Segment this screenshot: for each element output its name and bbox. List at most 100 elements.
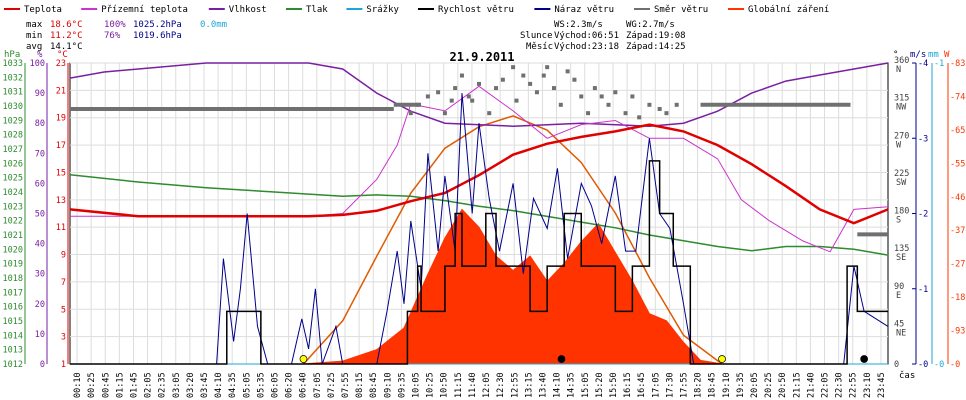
x-tick-label: 12:05: [482, 372, 492, 398]
stats-min-label: min: [26, 31, 42, 41]
direction-tick-dir: SE: [896, 253, 906, 263]
legend-label: Rychlost větru: [438, 5, 514, 15]
direction-tick: 180: [894, 207, 909, 217]
pressure-tick: 1015: [3, 317, 23, 327]
humidity-tick: 0: [40, 360, 45, 370]
x-tick-label: 13:15: [524, 372, 534, 398]
x-tick-label: 06:20: [285, 372, 295, 398]
wind-direction-point: [674, 102, 679, 107]
x-tick-label: 21:40: [806, 372, 816, 398]
x-tick-label: 23:10: [863, 372, 873, 398]
stats-min-temp: 11.2°C: [50, 31, 83, 41]
x-tick-label: 14:10: [553, 372, 563, 398]
x-tick-label: 11:40: [468, 372, 478, 398]
wind-direction-point: [408, 111, 413, 116]
series-rychlost-vetru: [70, 160, 888, 365]
direction-tick-dir: W: [896, 140, 902, 150]
humidity-tick: 20: [35, 300, 45, 310]
humidity-tick: 10: [35, 330, 45, 340]
x-tick-label: 03:20: [186, 372, 196, 398]
stats-min-press: 1019.6hPa: [133, 31, 182, 41]
direction-tick: 225: [894, 169, 909, 179]
plot-area: 1033103210311030102910281027102610251024…: [3, 56, 966, 398]
x-tick-label: 20:50: [778, 372, 788, 398]
chart-title: 21.9.2011: [449, 50, 514, 64]
radiation-tick: -93: [950, 327, 965, 337]
direction-tick: 0: [894, 360, 899, 370]
legend-label: Teplota: [24, 5, 62, 15]
sunset-text: Západ:19:08: [626, 31, 686, 41]
wind-tick: -2: [918, 210, 928, 220]
temp-tick: 5: [61, 305, 66, 315]
direction-tick-dir: N: [896, 65, 901, 75]
wind-direction-point: [528, 81, 533, 86]
humidity-tick: 70: [35, 149, 45, 159]
marker-moonset: [557, 355, 566, 363]
humidity-tick: 100: [30, 59, 45, 69]
x-tick-label: 13:40: [538, 372, 548, 398]
pressure-tick: 1021: [3, 231, 23, 241]
radiation-tick: -558: [950, 159, 966, 169]
stats-max-press: 1025.2hPa: [133, 20, 182, 30]
wind-direction-point: [436, 90, 441, 95]
radiation-tick: -372: [950, 226, 966, 236]
stats-max-rain: 0.0mm: [200, 20, 227, 30]
wind-direction-point: [623, 111, 628, 116]
x-tick-label: 20:05: [750, 372, 760, 398]
temp-tick: 7: [61, 278, 66, 288]
x-tick-label: 08:15: [355, 372, 365, 398]
direction-tick: 315: [894, 94, 909, 104]
pressure-tick: 1033: [3, 59, 23, 69]
x-tick-label: 07:25: [327, 372, 337, 398]
pressure-tick: 1024: [3, 188, 23, 198]
unit-ms: m/s: [910, 50, 926, 60]
sunrise-text: Východ:06:51: [554, 31, 619, 41]
legend-label: Náraz větru: [554, 5, 614, 15]
pressure-tick: 1029: [3, 116, 23, 126]
temp-tick: 11: [56, 223, 66, 233]
moon-label: Měsíc: [526, 42, 553, 52]
x-tick-label: 22:55: [849, 372, 859, 398]
x-tick-label: 15:05: [581, 372, 591, 398]
x-tick-label: 23:45: [877, 372, 887, 398]
wind-direction-point: [637, 115, 642, 120]
x-tick-label: 17:30: [665, 372, 675, 398]
wind-direction-point: [470, 98, 475, 103]
x-tick-label: 01:15: [115, 372, 125, 398]
radiation-tick: -279: [950, 260, 966, 270]
x-tick-label: 03:05: [172, 372, 182, 398]
wind-direction-point: [541, 73, 546, 78]
wind-tick: -4: [918, 59, 928, 69]
wind-direction-point: [494, 86, 499, 91]
x-tick-label: 15:50: [609, 372, 619, 398]
temp-tick: 1: [61, 360, 66, 370]
pressure-tick: 1028: [3, 131, 23, 141]
temp-tick: 15: [56, 168, 66, 178]
wind-direction-point: [449, 98, 454, 103]
wind-direction-point: [545, 65, 550, 70]
x-tick-label: 00:25: [87, 372, 97, 398]
wg-text: WG:2.7m/s: [626, 20, 675, 30]
unit-w: W: [944, 50, 950, 60]
direction-tick-dir: SW: [896, 178, 907, 188]
wind-direction-point: [647, 102, 652, 107]
x-tick-label: 15:20: [595, 372, 605, 398]
temp-tick: 9: [61, 251, 66, 261]
x-tick-label: 17:05: [651, 372, 661, 398]
x-tick-label: 06:05: [271, 372, 281, 398]
wind-direction-point: [466, 94, 471, 99]
pressure-tick: 1032: [3, 73, 23, 83]
series-tlak: [69, 174, 889, 256]
unit-hpa: hPa: [4, 50, 20, 60]
direction-tick-dir: NE: [896, 328, 906, 338]
wind-direction-point: [459, 73, 464, 78]
wind-direction-point: [551, 86, 556, 91]
x-tick-label: 12:55: [510, 372, 520, 398]
temp-tick: 23: [56, 59, 66, 69]
wind-direction-point: [511, 65, 516, 70]
pressure-tick: 1025: [3, 174, 23, 184]
humidity-tick: 60: [35, 179, 45, 189]
wind-direction-point: [534, 90, 539, 95]
x-tick-label: 02:05: [144, 372, 154, 398]
wind-direction-point: [586, 111, 591, 116]
